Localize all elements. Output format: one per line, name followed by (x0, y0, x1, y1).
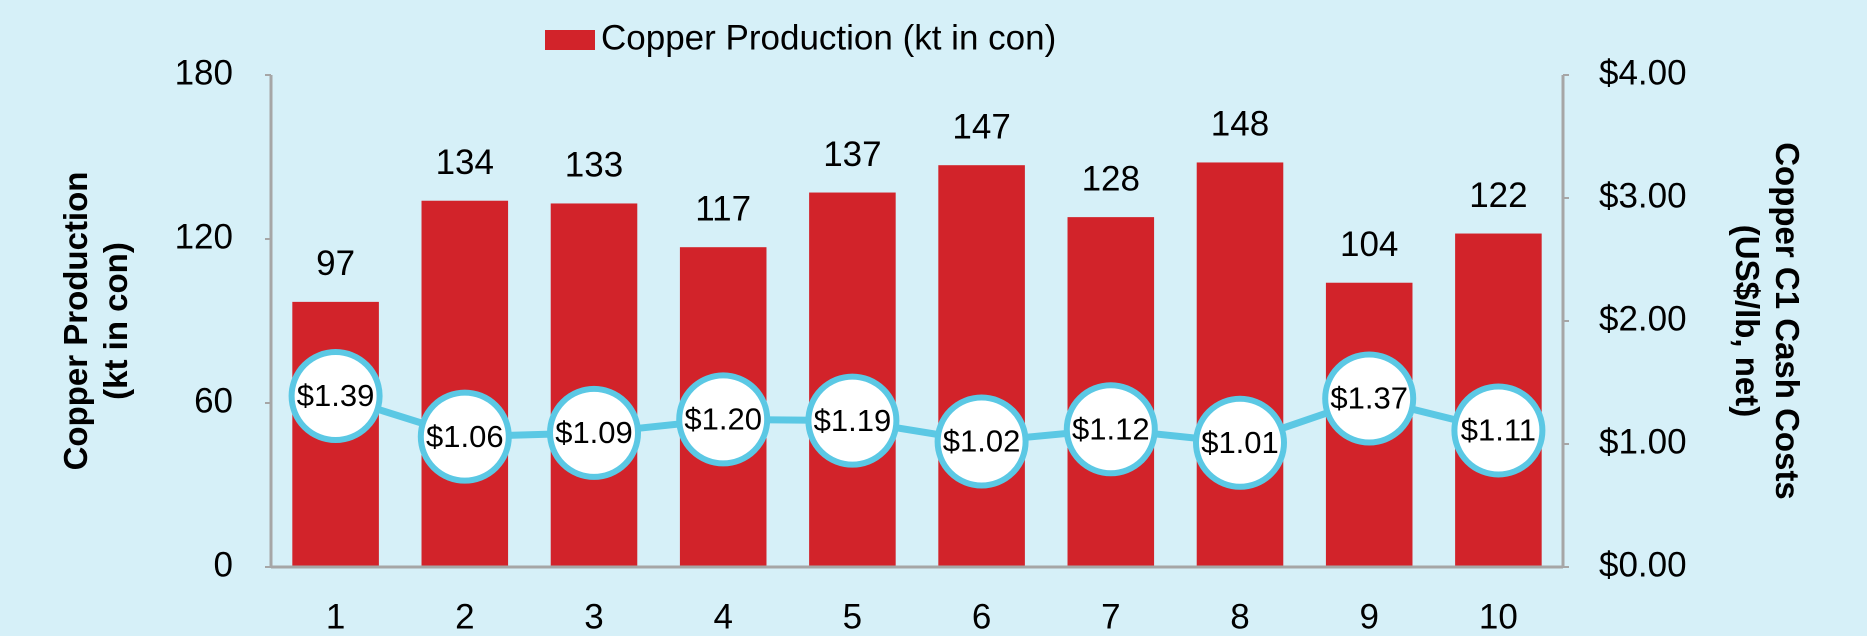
y-tick-label: 60 (194, 381, 233, 420)
marker (676, 372, 771, 467)
marker (1322, 351, 1417, 446)
data-label: $1.11 (1461, 413, 1536, 448)
data-label: 122 (1469, 176, 1527, 215)
bar (421, 200, 509, 567)
data-label: $1.02 (943, 424, 1021, 459)
data-label: 133 (565, 146, 623, 185)
legend-label: Copper Production (kt in con) (601, 18, 1056, 57)
y2-tick-label: $2.00 (1599, 299, 1687, 338)
data-label: 137 (823, 135, 881, 174)
data-label: $1.37 (1330, 381, 1408, 416)
data-label: 147 (952, 107, 1010, 146)
data-label: 104 (1340, 225, 1398, 264)
marker (1451, 383, 1546, 478)
data-label: $1.20 (684, 402, 762, 437)
bar (938, 165, 1025, 567)
data-label: 148 (1211, 105, 1269, 144)
data-label: 97 (316, 244, 355, 283)
x-tick-label: 5 (843, 597, 862, 636)
x-tick-label: 7 (1101, 597, 1120, 636)
y2-tick-label: $1.00 (1599, 422, 1687, 461)
marker (288, 349, 383, 444)
marker (805, 373, 900, 468)
y2-tick-label: $3.00 (1599, 176, 1687, 215)
data-label: $1.39 (297, 378, 375, 413)
y2-tick-label: $0.00 (1599, 545, 1687, 584)
x-tick-label: 4 (713, 597, 732, 636)
x-tick-label: 9 (1359, 597, 1378, 636)
y-tick-label: 0 (214, 545, 233, 584)
data-label: $1.06 (426, 419, 504, 454)
data-label: 128 (1082, 159, 1140, 198)
data-label: 117 (695, 189, 751, 228)
y-axis-title: Copper Production(kt in con) (57, 172, 134, 471)
bar (1196, 162, 1284, 567)
bar (550, 203, 638, 567)
data-label: 134 (436, 143, 494, 182)
x-tick-label: 10 (1479, 597, 1518, 636)
y2-tick-label: $4.00 (1599, 53, 1687, 92)
data-label: $1.12 (1072, 411, 1150, 446)
x-tick-label: 1 (326, 597, 345, 636)
marker (547, 385, 641, 480)
marker (934, 394, 1029, 489)
x-tick-label: 8 (1230, 597, 1249, 636)
marker (417, 389, 512, 484)
y-tick-label: 180 (175, 53, 233, 92)
x-tick-label: 2 (455, 597, 474, 636)
legend-swatch (545, 30, 595, 50)
marker (1063, 382, 1158, 477)
line (334, 392, 1500, 447)
x-tick-label: 6 (972, 597, 991, 636)
y-tick-label: 120 (175, 217, 233, 256)
data-label: $1.19 (814, 403, 892, 438)
x-tick-label: 3 (584, 597, 603, 636)
data-label: $1.09 (555, 415, 633, 450)
y2-axis-title: Copper C1 Cash Costs(US$/lb, net) (1729, 142, 1806, 500)
marker (1193, 395, 1287, 490)
data-label: $1.01 (1201, 425, 1279, 460)
